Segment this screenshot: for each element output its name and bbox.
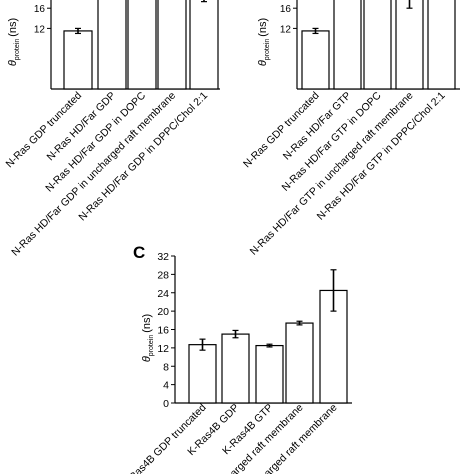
y-tick-label: 28 [157, 269, 169, 281]
y-tick-label: 24 [157, 288, 169, 300]
y-axis-title: θprotein (ns) [7, 18, 21, 66]
y-tick-label: 4 [163, 380, 169, 392]
y-tick-label: 12 [34, 24, 46, 35]
y-tick-label: 8 [163, 361, 169, 373]
y-axis-title-theta: θ [257, 60, 269, 66]
y-axis-title-unit: (ns) [7, 18, 19, 37]
y-axis-title-unit: (ns) [141, 314, 153, 333]
bar [189, 0, 219, 90]
y-axis-title-sub: protein [264, 39, 271, 61]
y-tick-label: 0 [163, 398, 169, 410]
y-tick-label: 32 [157, 251, 169, 263]
bar [333, 0, 362, 90]
bar [221, 333, 250, 404]
bar [395, 0, 424, 90]
y-tick-label: 16 [280, 4, 292, 15]
y-tick-label: 12 [157, 343, 169, 355]
bar [255, 344, 284, 404]
bar [127, 0, 157, 90]
bar [188, 344, 217, 404]
bar [157, 0, 187, 90]
y-axis-title-sub: protein [14, 39, 21, 61]
bar [285, 322, 314, 404]
y-axis-title: θprotein (ns) [141, 314, 155, 362]
panel-c-label: C [133, 243, 145, 262]
y-axis-title-theta: θ [7, 60, 19, 66]
y-tick-label: 16 [34, 4, 46, 15]
y-tick-label: 20 [157, 306, 169, 318]
y-axis-title-sub: protein [148, 335, 155, 357]
y-tick-label: 12 [280, 24, 292, 35]
y-axis-title: θprotein (ns) [257, 18, 271, 66]
bar [363, 0, 392, 90]
y-axis-title-unit: (ns) [257, 18, 269, 37]
y-tick-label: 16 [157, 325, 169, 337]
y-axis-title-theta: θ [141, 356, 153, 362]
bar [301, 30, 330, 90]
bar [63, 30, 93, 90]
bar [97, 0, 127, 90]
bar [427, 0, 456, 90]
